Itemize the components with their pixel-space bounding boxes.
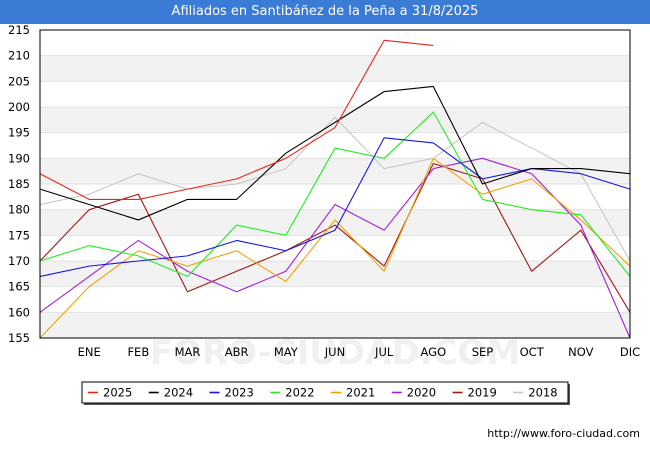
series-line-2021	[39, 157, 631, 339]
series-line-2025	[39, 39, 434, 200]
legend-box	[81, 381, 569, 404]
grid-band	[40, 312, 630, 338]
grid-band	[40, 107, 630, 133]
line-chart: FORO-CIUDAD.COM 155 160 165 170 175 180 185 190…	[8, 24, 640, 405]
x-tick-label: AGO	[421, 345, 447, 359]
grid-band	[40, 261, 630, 287]
plot-frame	[39, 29, 631, 339]
chart-title: Afiliados en Santibáñez de la Peña a 31/…	[0, 0, 650, 24]
legend-label-2024: 2024	[164, 386, 193, 400]
series-line-2018	[39, 116, 631, 262]
x-tick-label: MAR	[175, 345, 201, 359]
x-tick-label: JUN	[324, 345, 345, 359]
y-tick-label: 195	[8, 126, 30, 140]
y-tick-label: 180	[8, 203, 30, 217]
x-tick-label: ENE	[78, 345, 101, 359]
y-tick-label: 170	[8, 254, 30, 268]
y-tick-label: 190	[8, 151, 30, 165]
legend: 2025 2024 2023 2022 2021 2020 2019 2018	[81, 381, 570, 405]
grid-band	[40, 55, 630, 82]
x-tick-label: NOV	[568, 345, 593, 359]
legend-label-2023: 2023	[225, 386, 254, 400]
x-tick-label: ABR	[225, 345, 249, 359]
grid-band	[40, 158, 630, 184]
x-tick-label: JUL	[374, 345, 394, 359]
y-tick-label: 175	[8, 228, 30, 242]
x-tick-label: FEB	[127, 345, 149, 359]
y-tick-label: 200	[8, 100, 30, 114]
y-tick-label: 155	[8, 331, 30, 345]
legend-label-2018: 2018	[528, 386, 557, 400]
series-line-2019	[39, 162, 631, 313]
legend-label-2019: 2019	[468, 386, 497, 400]
y-tick-label: 160	[8, 305, 30, 319]
legend-label-2020: 2020	[407, 386, 436, 400]
source-url[interactable]: http://www.foro-ciudad.com	[487, 427, 640, 440]
y-tick-label: 205	[8, 74, 30, 88]
legend-label-2021: 2021	[346, 386, 375, 400]
grid-band	[40, 209, 630, 236]
series-line-2022	[39, 111, 631, 277]
y-tick-label: 210	[8, 49, 30, 63]
legend-label-2025: 2025	[103, 386, 132, 400]
y-tick-label: 165	[8, 280, 30, 294]
x-tick-label: OCT	[520, 345, 545, 359]
x-tick-label: SEP	[472, 345, 494, 359]
legend-label-2022: 2022	[285, 386, 314, 400]
x-tick-label: MAY	[274, 345, 299, 359]
series-line-2020	[39, 157, 631, 339]
watermark: FORO-CIUDAD.COM	[150, 333, 521, 373]
y-tick-label: 185	[8, 177, 30, 191]
y-tick-label: 215	[8, 24, 30, 37]
x-tick-label: DIC	[620, 345, 640, 359]
series-line-2024	[39, 85, 631, 221]
